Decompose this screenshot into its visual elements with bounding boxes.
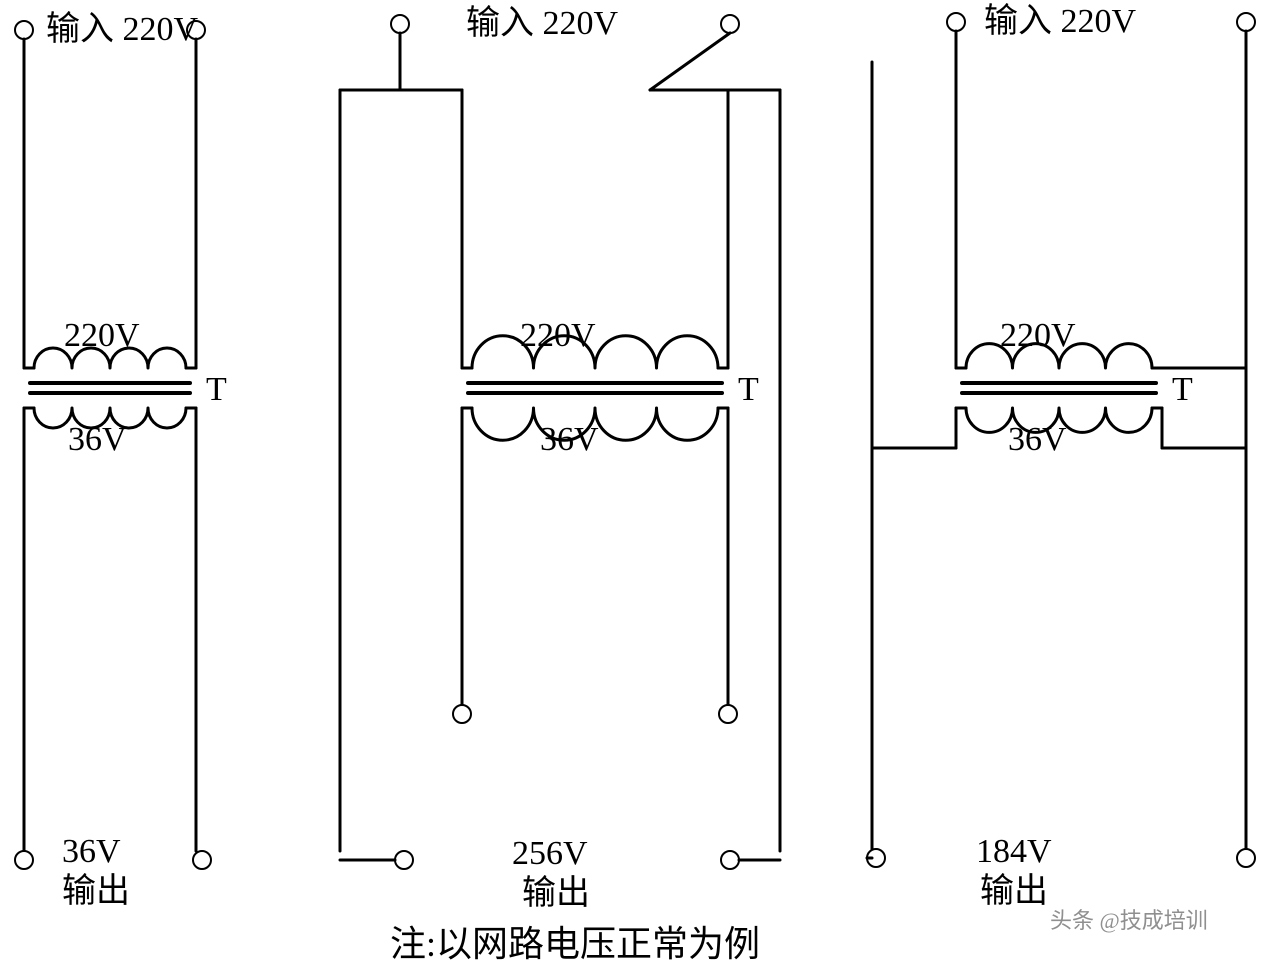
svg-text:184V: 184V	[976, 833, 1052, 870]
svg-text:220V: 220V	[520, 317, 596, 354]
svg-text:输入 220V: 输入 220V	[466, 4, 618, 42]
svg-text:输出: 输出	[62, 872, 130, 910]
svg-text:输入 220V: 输入 220V	[46, 10, 198, 48]
svg-text:注:以网路电压正常为例: 注:以网路电压正常为例	[390, 924, 760, 964]
svg-text:256V: 256V	[512, 835, 588, 872]
svg-text:T: T	[1172, 371, 1193, 408]
svg-text:36V: 36V	[540, 421, 599, 458]
svg-text:T: T	[206, 371, 227, 408]
svg-text:36V: 36V	[1008, 421, 1067, 458]
svg-text:220V: 220V	[1000, 317, 1076, 354]
svg-text:T: T	[738, 371, 759, 408]
svg-text:头条 @技成培训: 头条 @技成培训	[1050, 908, 1208, 933]
svg-text:220V: 220V	[64, 317, 140, 354]
svg-text:36V: 36V	[68, 421, 127, 458]
svg-text:输出: 输出	[522, 874, 590, 912]
transformer-wiring-diagram: 输入 220V220V36VT36V输出输入 220V220V36VT256V输…	[0, 0, 1280, 968]
svg-text:输入 220V: 输入 220V	[984, 2, 1136, 40]
svg-text:36V: 36V	[62, 833, 121, 870]
svg-text:输出: 输出	[980, 872, 1048, 910]
